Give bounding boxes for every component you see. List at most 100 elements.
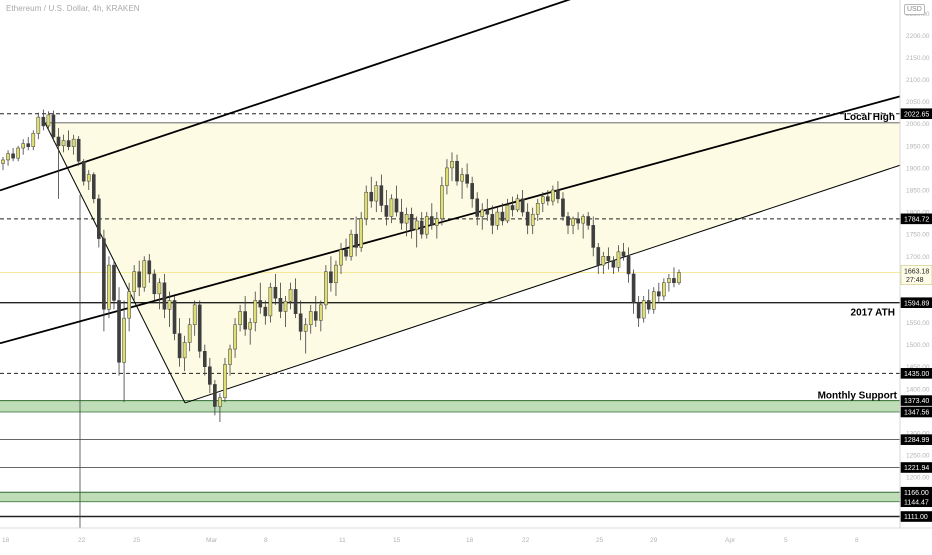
x-tick-label: 18 <box>2 537 10 544</box>
price-level-tag <box>900 368 932 379</box>
candle-body <box>56 136 61 147</box>
candle-body <box>263 306 268 317</box>
candle-body <box>394 198 399 213</box>
candle-body <box>530 214 535 226</box>
y-tick-label: 1700.00 <box>906 254 930 261</box>
candle-body <box>631 273 636 303</box>
candle-body <box>26 143 31 147</box>
candle-body <box>344 249 348 257</box>
candle-body <box>354 233 358 248</box>
candle-body <box>253 300 258 323</box>
candle-body <box>112 264 116 301</box>
symbol-title: Ethereum / U.S. Dollar, 4h, KRAKEN <box>6 4 140 13</box>
candle-body <box>480 209 485 217</box>
candle-body <box>334 264 338 284</box>
x-tick-label: 22 <box>78 537 86 544</box>
y-tick-label: 2000.00 <box>906 121 930 128</box>
candle-body <box>233 324 237 350</box>
candle-body <box>313 311 318 321</box>
y-tick-label: 2150.00 <box>906 55 930 62</box>
price-level-tag <box>900 213 932 225</box>
price-level-tag-text: 1784.72 <box>904 216 929 223</box>
price-level-tag <box>900 406 932 418</box>
candle-body <box>86 174 91 182</box>
candle-body <box>409 214 414 231</box>
candle-body <box>283 301 288 312</box>
candle-body <box>152 273 157 295</box>
y-tick-label: 1750.00 <box>906 232 930 239</box>
candle-body <box>667 278 671 284</box>
y-tick-label: 2050.00 <box>906 99 930 106</box>
y-tick-label: 1850.00 <box>906 187 930 194</box>
x-tick-label: 15 <box>393 537 401 544</box>
candle-body <box>91 174 96 200</box>
candle-body <box>71 138 76 147</box>
candle-body <box>465 174 469 184</box>
candle-body <box>329 271 333 284</box>
candle-body <box>677 272 681 284</box>
x-tick-label: 18 <box>466 537 474 544</box>
candle-body <box>450 161 454 169</box>
support-band <box>0 492 900 502</box>
y-tick-label: 2100.00 <box>906 77 930 84</box>
candle-body <box>213 384 217 407</box>
annotation-local-high: Local High <box>844 112 895 123</box>
candle-body <box>36 116 41 134</box>
candle-body <box>576 218 580 224</box>
candle-body <box>107 264 111 310</box>
candle-body <box>601 256 606 266</box>
candle-body <box>273 286 278 299</box>
candle-body <box>248 322 253 330</box>
time-axis[interactable] <box>0 528 932 550</box>
price-level-tag-text: 1347.56 <box>904 410 929 417</box>
candle-body <box>455 161 459 182</box>
candle-body <box>359 218 363 248</box>
candle-body <box>21 143 25 149</box>
candle-body <box>6 153 10 161</box>
y-tick-label: 1400.00 <box>906 386 930 393</box>
candle-body <box>399 211 404 224</box>
x-tick-label: 8 <box>264 537 268 544</box>
price-level-tag <box>900 434 932 445</box>
candle-body <box>162 282 167 310</box>
candle-body <box>571 218 575 226</box>
price-level-tag-text: 1594.89 <box>904 300 929 307</box>
currency-button[interactable]: USD <box>904 4 925 15</box>
candle-body <box>525 211 530 226</box>
candle-body <box>556 189 560 200</box>
y-tick-label: 2200.00 <box>906 33 930 40</box>
candle-body <box>485 209 490 215</box>
candle-body <box>81 161 86 182</box>
candle-body <box>646 300 651 310</box>
candle-body <box>31 133 36 147</box>
candle-body <box>369 191 374 202</box>
y-tick-label: 1300.00 <box>906 431 930 438</box>
candle-body <box>51 114 56 138</box>
candle-body <box>319 304 323 321</box>
price-level-tag <box>900 395 932 406</box>
candle-body <box>157 282 162 295</box>
price-level-tag-text: 1221.94 <box>904 465 929 472</box>
candle-body <box>566 216 570 226</box>
candle-body <box>535 202 540 215</box>
candle-body <box>424 216 429 235</box>
price-level-tag-text: 1166.00 <box>904 490 929 497</box>
candle-body <box>500 211 505 222</box>
trendline <box>0 0 571 192</box>
candle-body <box>611 260 616 268</box>
x-tick-label: 11 <box>339 537 346 544</box>
candle-body <box>470 183 474 200</box>
candle-body <box>268 286 273 317</box>
candle-body <box>147 260 152 275</box>
candle-body <box>192 304 197 326</box>
candle-body <box>208 366 212 385</box>
x-tick-label: 8 <box>855 537 859 544</box>
candle-body <box>303 324 308 332</box>
price-level-tag-text: 1284.99 <box>904 437 929 444</box>
candle-body <box>662 282 666 297</box>
candle-body <box>278 297 283 312</box>
candle-body <box>339 249 343 266</box>
candle-body <box>167 300 172 310</box>
